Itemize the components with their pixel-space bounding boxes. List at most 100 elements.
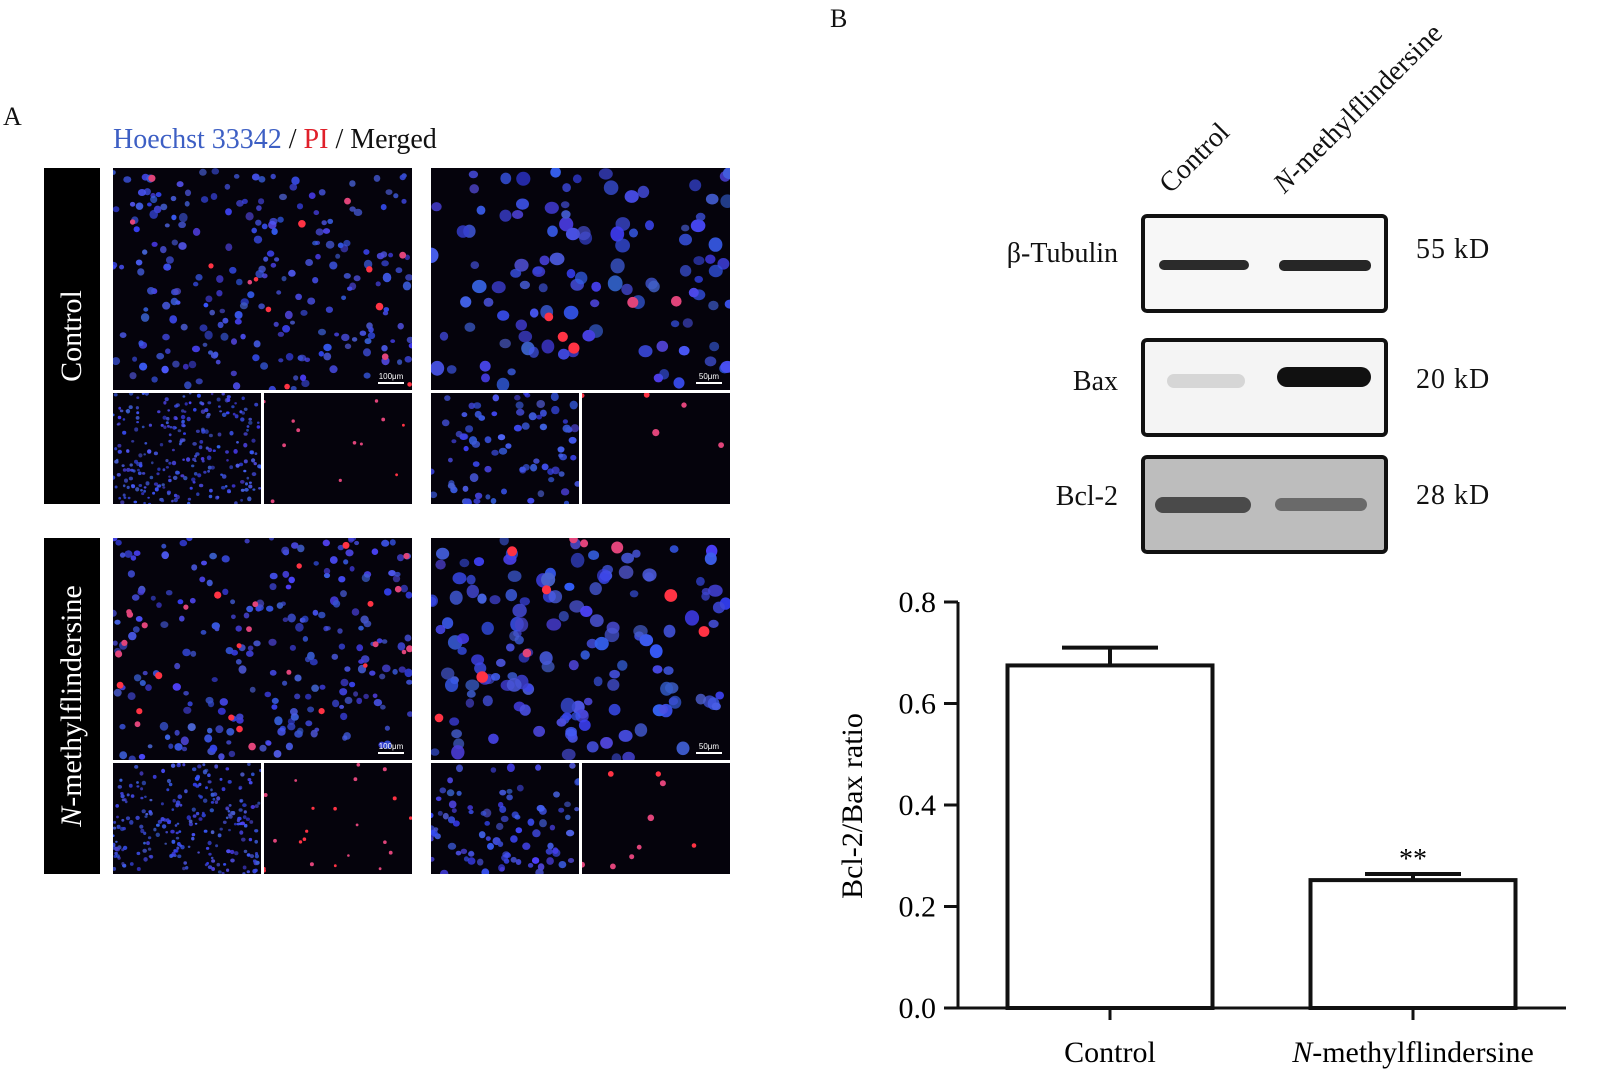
nucleus-mark xyxy=(448,457,453,463)
nucleus-mark xyxy=(496,822,504,831)
pi-positive-mark xyxy=(557,331,568,342)
nucleus-mark xyxy=(515,827,523,834)
nucleus-mark xyxy=(399,174,406,181)
nucleus-mark xyxy=(138,453,143,458)
pi-positive-mark xyxy=(383,840,387,844)
nucleus-mark xyxy=(358,625,364,631)
nucleus-mark xyxy=(648,280,660,293)
nucleus-mark xyxy=(174,824,178,827)
nucleus-mark xyxy=(325,626,331,631)
pi-positive-mark xyxy=(544,312,554,322)
nucleus-mark xyxy=(513,424,522,432)
pi-positive-mark xyxy=(381,353,389,360)
nucleus-mark xyxy=(219,308,226,314)
nucleus-mark xyxy=(156,472,160,476)
nucleus-mark xyxy=(673,377,685,389)
hoechst-micrograph-control-high xyxy=(431,393,579,504)
pi-positive-mark xyxy=(305,829,309,833)
nucleus-mark xyxy=(565,227,580,241)
nucleus-mark xyxy=(151,376,158,383)
nucleus-mark xyxy=(652,665,663,674)
pi-positive-mark xyxy=(409,816,412,820)
nucleus-mark xyxy=(226,489,231,494)
nucleus-mark xyxy=(196,393,201,398)
nucleus-mark xyxy=(629,228,638,238)
nucleus-mark xyxy=(197,473,202,478)
nucleus-mark xyxy=(704,356,717,367)
nucleus-mark xyxy=(363,249,370,255)
protein-label-tubulin: β-Tubulin xyxy=(1006,238,1118,269)
nucleus-mark xyxy=(586,741,599,753)
nucleus-mark xyxy=(335,253,341,259)
nucleus-mark xyxy=(122,418,126,421)
nucleus-mark xyxy=(558,861,567,869)
nucleus-mark xyxy=(219,827,223,831)
nucleus-mark xyxy=(497,434,506,441)
nucleus-mark xyxy=(349,566,355,572)
nucleus-mark xyxy=(217,432,222,437)
size-label-tubulin: 55 kD xyxy=(1416,234,1491,265)
nucleus-mark xyxy=(133,550,141,556)
nucleus-mark xyxy=(143,857,148,862)
nucleus-mark xyxy=(467,805,473,811)
nucleus-mark xyxy=(244,487,249,492)
hoechst-micrograph-treated-high xyxy=(431,763,579,874)
nucleus-mark xyxy=(373,699,383,707)
nucleus-mark xyxy=(539,423,548,431)
nucleus-mark xyxy=(566,829,575,837)
nucleus-mark xyxy=(113,206,120,213)
nucleus-mark xyxy=(200,630,207,635)
nucleus-mark xyxy=(381,539,390,547)
nucleus-mark xyxy=(404,356,412,363)
nucleus-mark xyxy=(440,869,449,874)
nucleus-mark xyxy=(564,801,571,808)
nucleus-mark xyxy=(339,704,345,709)
nucleus-mark xyxy=(322,228,331,234)
nucleus-mark xyxy=(191,807,196,812)
y-tick-label: 0.2 xyxy=(899,891,937,924)
nucleus-mark xyxy=(574,481,579,487)
nucleus-mark xyxy=(133,500,138,504)
nucleus-mark xyxy=(510,835,518,843)
nucleus-mark xyxy=(447,842,457,850)
nucleus-mark xyxy=(248,420,253,425)
pi-positive-mark xyxy=(378,867,382,871)
nucleus-mark xyxy=(226,459,229,462)
nucleus-mark xyxy=(509,630,520,642)
nucleus-mark xyxy=(502,851,510,858)
nucleus-mark xyxy=(139,824,144,829)
nucleus-mark xyxy=(136,396,140,399)
nucleus-mark xyxy=(441,419,450,427)
nucleus-mark xyxy=(226,868,230,872)
nucleus-mark xyxy=(206,861,209,865)
nucleus-mark xyxy=(220,332,229,341)
nucleus-mark xyxy=(214,626,220,632)
nucleus-mark xyxy=(251,438,256,443)
nucleus-mark xyxy=(165,590,173,596)
nucleus-mark xyxy=(113,826,117,830)
nucleus-mark xyxy=(325,306,333,313)
nucleus-mark xyxy=(162,301,171,310)
nucleus-mark xyxy=(156,602,162,608)
nucleus-mark xyxy=(503,858,510,864)
nucleus-mark xyxy=(199,795,203,799)
nucleus-mark xyxy=(222,588,229,595)
row-label-treated: N-methylflindersine xyxy=(44,538,100,874)
nucleus-mark xyxy=(128,476,133,481)
nucleus-mark xyxy=(145,813,149,816)
nucleus-mark xyxy=(182,424,186,428)
nucleus-mark xyxy=(290,386,297,390)
nucleus-mark xyxy=(571,712,581,721)
nucleus-mark xyxy=(125,816,131,821)
nucleus-mark xyxy=(480,810,487,816)
nucleus-mark xyxy=(201,811,205,815)
pi-positive-mark xyxy=(134,721,141,728)
nucleus-mark xyxy=(225,411,230,415)
nucleus-mark xyxy=(558,611,569,622)
pi-positive-mark xyxy=(236,643,242,649)
chart-bars: ** xyxy=(1005,645,1518,1010)
nucleus-mark xyxy=(240,498,243,502)
nucleus-mark xyxy=(177,854,182,859)
nucleus-mark xyxy=(236,818,240,823)
nucleus-mark xyxy=(113,866,117,871)
